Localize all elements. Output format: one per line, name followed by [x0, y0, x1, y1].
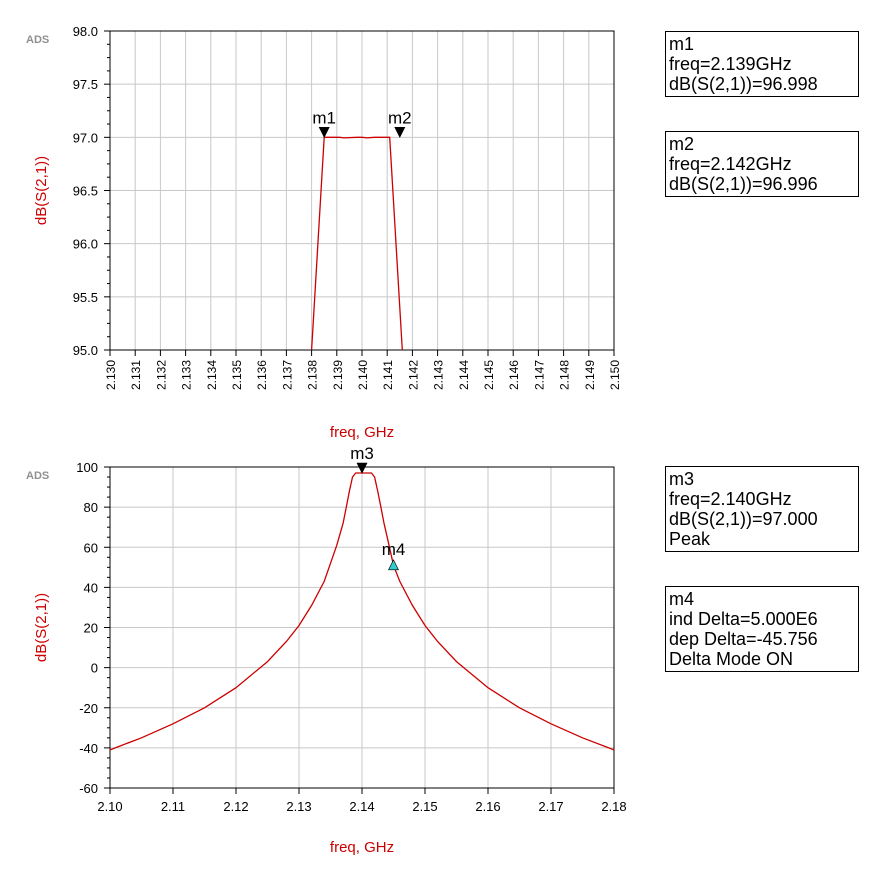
y-tick-label: 95.0 — [73, 343, 98, 358]
ads-watermark: ADS — [26, 470, 49, 482]
marker-label: m1 — [312, 108, 336, 127]
marker-readout-m4[interactable]: m4 ind Delta=5.000E6 dep Delta=-45.756 D… — [665, 586, 859, 672]
marker-m1-icon — [318, 127, 330, 139]
x-tick-label: 2.10 — [97, 799, 122, 814]
marker-readout-m3[interactable]: m3 freq=2.140GHz dB(S(2,1))=97.000 Peak — [665, 466, 859, 552]
marker-m3-icon — [356, 462, 368, 474]
readout-line: freq=2.140GHz — [669, 489, 792, 509]
readout-line: Delta Mode ON — [669, 649, 794, 669]
x-tick-label: 2.141 — [381, 360, 395, 390]
x-tick-label: 2.17 — [538, 799, 563, 814]
y-axis-label: dB(S(2,1)) — [33, 156, 50, 225]
marker-label: m2 — [388, 108, 412, 127]
x-tick-label: 2.142 — [406, 360, 420, 390]
readout-line: m2 — [669, 134, 695, 154]
x-tick-label: 2.133 — [180, 360, 194, 390]
readout-line: freq=2.139GHz — [669, 54, 792, 74]
chart-2: ADS 2.10 2.11 2.12 2.13 2.14 2.15 2.16 2.17 2.18 -… — [26, 444, 627, 856]
x-tick-label: 2.136 — [255, 360, 269, 390]
trace-line — [109, 472, 615, 751]
x-tick-label: 2.134 — [205, 360, 219, 390]
x-tick-label: 2.149 — [583, 360, 597, 390]
x-tick-label: 2.14 — [349, 799, 374, 814]
readout-line: freq=2.142GHz — [669, 154, 792, 174]
y-tick-label: 97.0 — [73, 130, 98, 145]
x-tick-label: 2.13 — [286, 799, 311, 814]
y-tick-label: 96.5 — [73, 184, 98, 199]
x-axis-label: freq, GHz — [330, 424, 394, 441]
readout-line: m1 — [669, 34, 695, 54]
x-tick-label: 2.18 — [601, 799, 626, 814]
x-tick-label: 2.148 — [558, 360, 572, 390]
readout-line: dep Delta=-45.756 — [669, 629, 818, 649]
readout-line: ind Delta=5.000E6 — [669, 609, 818, 629]
x-tick-label: 2.146 — [507, 360, 521, 390]
y-tick-label: 97.5 — [73, 77, 98, 92]
y-tick-label: 20 — [84, 621, 98, 636]
x-axis-label: freq, GHz — [330, 839, 394, 856]
y-tick-label: 60 — [84, 540, 98, 555]
y-tick-label: 0 — [91, 661, 98, 676]
readout-line: m3 — [669, 469, 695, 489]
x-tick-label: 2.140 — [356, 360, 370, 390]
y-tick-label: 80 — [84, 500, 98, 515]
marker-m2-icon — [394, 127, 406, 139]
y-tick-label: 100 — [76, 460, 98, 475]
marker-readout-m2[interactable]: m2 freq=2.142GHz dB(S(2,1))=96.996 — [665, 131, 859, 197]
x-tick-label: 2.16 — [475, 799, 500, 814]
plot-frame — [109, 30, 615, 351]
marker-label: m4 — [382, 540, 406, 559]
readout-line: m4 — [669, 589, 695, 609]
x-tick-label: 2.12 — [223, 799, 248, 814]
x-tick-label: 2.130 — [104, 360, 118, 390]
x-tick-label: 2.137 — [280, 360, 294, 390]
y-tick-label: 98.0 — [73, 24, 98, 39]
x-tick-label: 2.131 — [129, 360, 143, 390]
readout-line: dB(S(2,1))=96.998 — [669, 74, 818, 94]
x-tick-label: 2.150 — [608, 360, 622, 390]
readout-line: Peak — [669, 529, 711, 549]
y-tick-label: 95.5 — [73, 290, 98, 305]
x-tick-label: 2.11 — [161, 799, 185, 814]
x-tick-label: 2.145 — [482, 360, 496, 390]
x-tick-label: 2.135 — [230, 360, 244, 390]
marker-m4-delta-icon — [388, 559, 399, 571]
readout-line: dB(S(2,1))=97.000 — [669, 509, 818, 529]
y-tick-label: -20 — [79, 701, 98, 716]
x-tick-label: 2.144 — [457, 360, 471, 390]
x-tick-label: 2.132 — [154, 360, 168, 390]
x-tick-label: 2.143 — [432, 360, 446, 390]
x-tick-label: 2.139 — [331, 360, 345, 390]
y-tick-label: -40 — [79, 741, 98, 756]
x-tick-label: 2.147 — [532, 360, 546, 390]
y-tick-label: 96.0 — [73, 237, 98, 252]
marker-readout-m1[interactable]: m1 freq=2.139GHz dB(S(2,1))=96.998 — [665, 31, 859, 97]
readout-line: dB(S(2,1))=96.996 — [669, 174, 818, 194]
y-tick-label: -60 — [79, 781, 98, 796]
x-tick-label: 2.15 — [412, 799, 437, 814]
y-tick-label: 40 — [84, 580, 98, 595]
y-axis-label: dB(S(2,1)) — [33, 593, 50, 662]
marker-label: m3 — [350, 444, 374, 463]
ads-watermark: ADS — [26, 34, 49, 46]
trace-line — [310, 136, 403, 351]
x-tick-label: 2.138 — [306, 360, 320, 390]
chart-1: ADS 2.130 2.131 2.132 2.133 2.134 2.135 2.136 2.… — [26, 24, 622, 441]
